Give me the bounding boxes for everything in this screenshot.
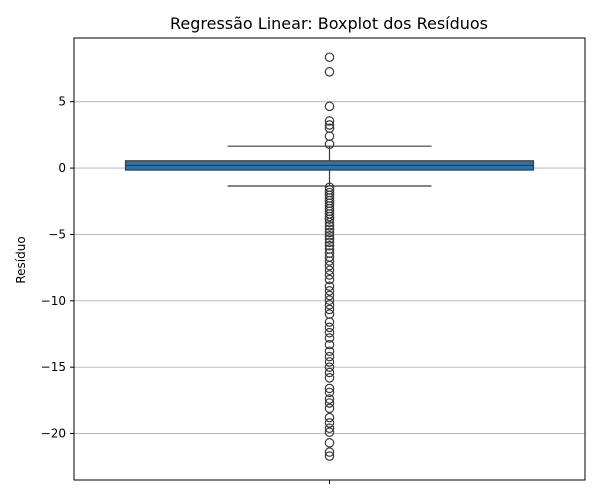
outlier-point [324,260,335,271]
outlier-point [324,423,335,434]
outlier-point [324,357,335,367]
chart-title: Regressão Linear: Boxplot dos Resíduos [170,14,488,33]
outlier-point [324,217,335,228]
outlier-point [324,387,335,398]
outlier-point [324,101,335,112]
outlier-point [324,237,335,248]
outlier-point [324,372,335,383]
outlier-point [324,52,335,63]
y-tick-label: −5 [48,227,66,241]
y-axis-label: Resíduo [14,236,28,283]
outlier-point [324,398,335,408]
outlier-point [324,281,335,292]
outlier-point [324,447,335,457]
outlier-point [324,327,335,338]
outlier-point [324,299,335,310]
outlier-point [324,295,335,305]
outlier-point [324,211,335,222]
outlier-point [324,394,335,404]
outlier-point [324,265,335,276]
outlier-point [324,451,335,461]
y-tick-label: −20 [41,427,66,441]
y-tick-label: −15 [41,360,66,374]
y-tick-label: 0 [58,161,66,175]
outlier-point [324,351,335,362]
outlier-point [324,120,335,130]
outlier-point [324,339,335,350]
outlier-point [324,270,335,280]
outlier-point [324,131,335,142]
outlier-point [324,290,335,301]
outlier-point [324,286,335,296]
outlier-point [324,346,335,357]
y-axis-ticks: 5 0 −5 −10 −15 −20 [41,95,74,441]
outlier-point [324,227,335,238]
outlier-point [324,221,335,231]
outlier-point [324,362,335,372]
outlier-point [324,230,335,241]
outlier-point [324,333,335,343]
outlier-point [324,412,335,423]
outlier-point [324,403,335,414]
outlier-point [324,383,335,394]
outlier-point [324,322,335,333]
y-tick-label: 5 [58,95,66,109]
outlier-point [324,438,335,448]
outlier-point [324,274,335,285]
outlier-point [324,256,335,266]
y-tick-label: −10 [41,294,66,308]
outlier-point [324,367,335,378]
outlier-point [324,304,335,315]
outlier-point [324,240,335,251]
outlier-point [324,139,335,149]
outlier-point [324,224,335,234]
outlier-point [324,116,335,126]
outlier-point [324,427,335,438]
outlier-point [324,317,335,327]
outlier-point [324,67,335,77]
box-layer [124,145,535,187]
outlier-point [324,418,335,428]
outlier-point [324,214,335,224]
outlier-point [324,234,335,244]
outlier-layer [324,52,335,461]
